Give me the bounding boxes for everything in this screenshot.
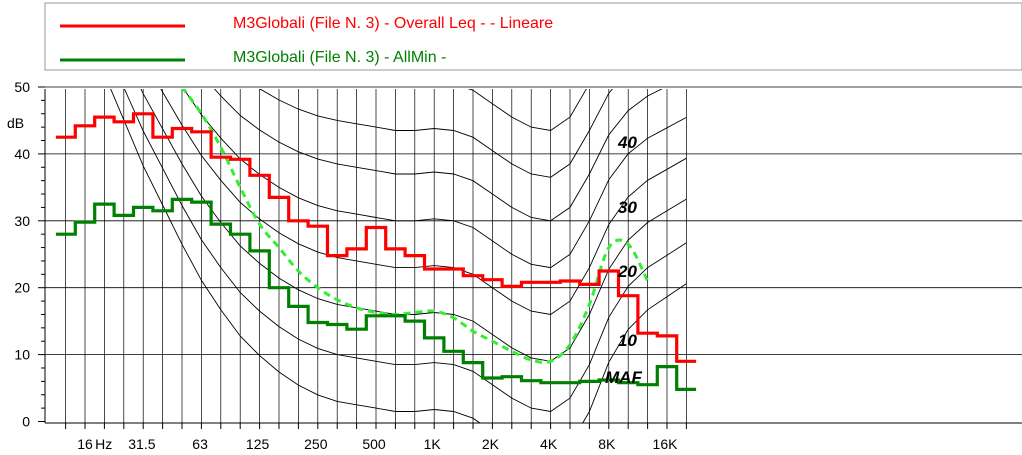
series-line [55,112,697,363]
x-tick-label: 125 [246,436,270,452]
iso-label-40: 40 [617,133,637,152]
x-tick-label: 16K [653,436,679,452]
iso-label-maf: MAF [605,368,642,387]
iso-curve [123,89,687,412]
y-tick-label: 40 [14,146,30,162]
iso-label-30: 30 [618,198,637,217]
series-layer [55,86,697,391]
x-tick-label: 8K [598,436,616,452]
series-1 [55,197,697,391]
iso-labels: MAF 10 20 30 40 [605,133,642,387]
x-tick-label: 63 [192,436,208,452]
x-tick-label: Hz [95,436,112,452]
y-axis-ticks: 0 10 20 30 40 50 [14,79,45,430]
plot-area: MAF 10 20 30 40 [44,86,1022,424]
series-0 [55,112,697,363]
iso-curve [259,89,613,178]
x-tick-label: 250 [304,436,328,452]
x-tick-label: 500 [362,436,386,452]
y-tick-label: 30 [14,213,30,229]
iso-curve [183,89,687,269]
iso-curve [140,89,687,362]
x-tick-label: 4K [540,436,558,452]
x-tick-label: 2K [482,436,500,452]
series-2 [181,86,649,364]
x-tick-label: 31.5 [128,436,155,452]
legend-label-allmin: M3Globali (File N. 3) - AllMin - [233,49,446,66]
iso-curve [213,89,663,222]
legend: M3Globali (File N. 3) - Overall Leq - - … [44,2,1022,71]
x-tick-label: 1K [424,436,442,452]
y-axis-unit-label: dB [7,115,24,131]
x-tick-label: 16 [77,436,93,452]
legend-label-overall-leq: M3Globali (File N. 3) - Overall Leq - - … [233,15,553,32]
y-tick-label: 50 [14,79,30,95]
iso-label-20: 20 [617,262,637,281]
series-line [55,197,697,391]
x-axis-ticks: 16 Hz 31.5 63 125 250 500 1K 2K 4K 8K 16K [65,423,687,452]
y-tick-label: 0 [22,414,30,430]
iso-curve [160,89,687,315]
grid [45,86,1022,423]
iso-curve [467,89,587,131]
y-tick-label: 10 [14,347,30,363]
y-tick-label: 20 [14,280,30,296]
iso-label-10: 10 [618,331,637,350]
